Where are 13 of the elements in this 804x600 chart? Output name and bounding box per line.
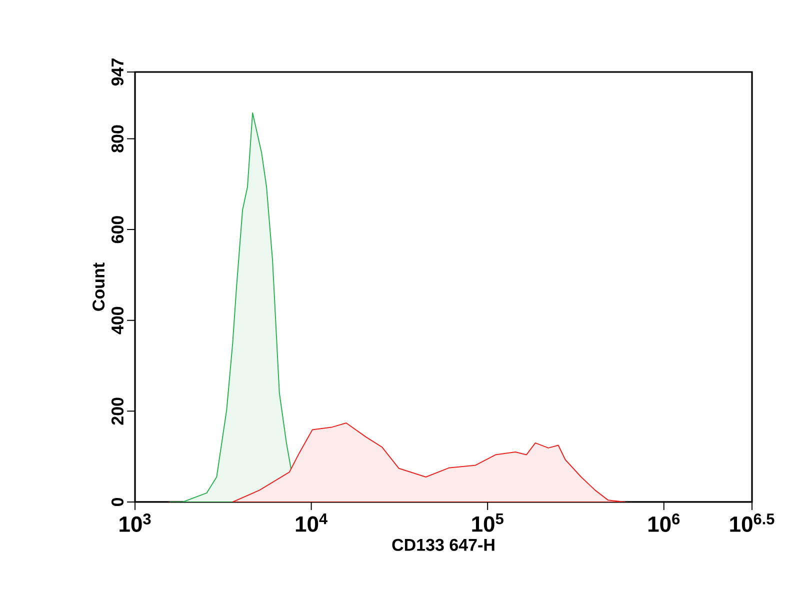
y-tick-label: 600 <box>111 216 124 244</box>
y-tick-label: 400 <box>111 306 124 334</box>
x-tick-label: 10$^{4}$ <box>296 514 328 532</box>
x-tick-label: 10$^{6.5}$ <box>730 514 774 532</box>
y-axis-title: Count <box>92 262 105 311</box>
y-tick-label: 800 <box>111 125 124 152</box>
x-tick-label: 10$^{5}$ <box>472 514 504 532</box>
x-tick-label: 10$^{6}$ <box>648 514 680 532</box>
x-tick-label: 10$^{3}$ <box>120 514 151 532</box>
y-tick-label: 947 <box>111 58 124 86</box>
y-tick-label: 200 <box>111 398 124 425</box>
y-tick-label: 0 <box>111 498 124 506</box>
x-axis-title: CD133 647-H <box>392 538 494 551</box>
